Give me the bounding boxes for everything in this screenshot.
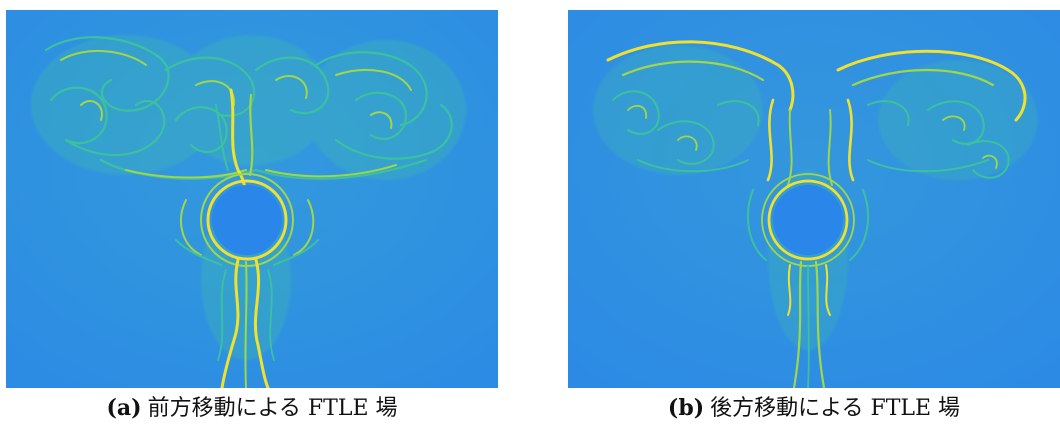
caption-b-text: 後方移動による FTLE 場 (710, 396, 961, 421)
caption-a-text: 前方移動による FTLE 場 (147, 396, 398, 421)
obstacle-circle-b (773, 185, 843, 255)
caption-b-label: (b) (667, 395, 705, 421)
caption-a: (a) 前方移動による FTLE 場 (6, 393, 498, 424)
ftle-forward-image (6, 10, 498, 388)
ftle-backward-image (568, 10, 1060, 388)
ftle-backward-panel (568, 10, 1060, 388)
obstacle-circle-a (212, 185, 282, 255)
caption-a-label: (a) (106, 395, 142, 421)
caption-b: (b) 後方移動による FTLE 場 (568, 393, 1060, 424)
ftle-forward-panel (6, 10, 498, 388)
